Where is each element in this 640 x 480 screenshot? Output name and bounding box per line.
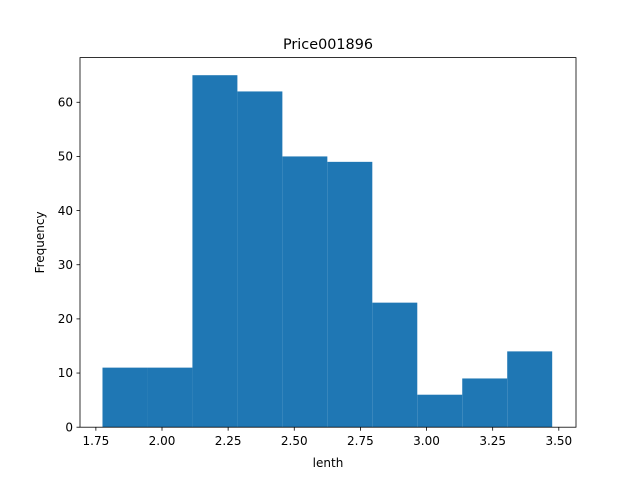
y-axis-label: Frequency xyxy=(33,211,47,273)
histogram-bar xyxy=(417,394,463,428)
y-tick-label: 20 xyxy=(58,312,73,326)
histogram-bar xyxy=(462,378,508,428)
plot-frame xyxy=(79,57,577,428)
y-tick-label: 30 xyxy=(58,258,73,272)
bars-group xyxy=(102,75,553,428)
x-tick-label: 3.00 xyxy=(413,434,440,448)
histogram-bar xyxy=(327,161,373,428)
y-tick-label: 40 xyxy=(58,204,73,218)
x-tick-label: 2.50 xyxy=(281,434,308,448)
y-tick-label: 10 xyxy=(58,366,73,380)
chart-title: Price001896 xyxy=(283,37,373,53)
x-tick-label: 1.75 xyxy=(83,434,110,448)
histogram-bar xyxy=(282,156,328,428)
y-tick-label: 60 xyxy=(58,95,73,109)
x-tick-label: 3.25 xyxy=(479,434,506,448)
x-tick-label: 2.25 xyxy=(215,434,242,448)
x-tick-label: 2.75 xyxy=(347,434,374,448)
x-axis-ticks: 1.75 2.00 2.25 2.50 2.75 3.00 3.25 3.50 xyxy=(83,427,572,448)
histogram-bar xyxy=(372,302,418,428)
histogram-bar xyxy=(237,91,283,428)
histogram-bar xyxy=(192,75,238,428)
x-tick-label: 3.50 xyxy=(545,434,572,448)
histogram-bar xyxy=(102,367,148,428)
histogram-bar xyxy=(507,351,553,428)
y-axis-ticks: 0 10 20 30 40 50 60 xyxy=(58,95,80,434)
histogram-bar xyxy=(147,367,193,428)
x-tick-label: 2.00 xyxy=(149,434,176,448)
y-tick-label: 50 xyxy=(58,150,73,164)
y-tick-label: 0 xyxy=(65,420,73,434)
x-axis-label: lenth xyxy=(313,456,344,470)
